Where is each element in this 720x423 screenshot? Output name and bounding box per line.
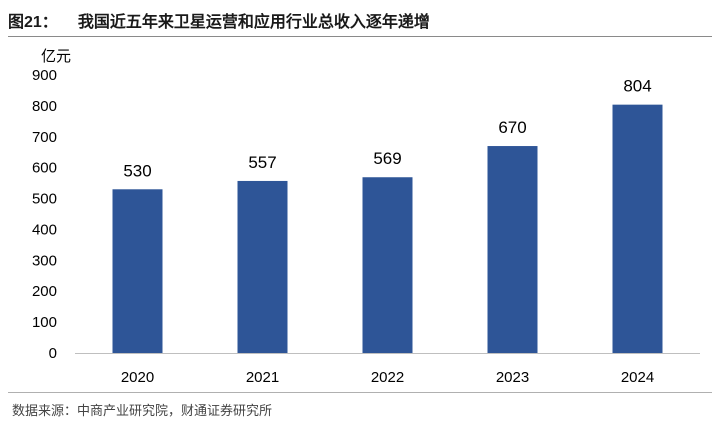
data-label: 569	[373, 149, 401, 168]
data-label: 530	[123, 161, 151, 180]
x-tick-label: 2021	[246, 369, 279, 386]
x-tick-label: 2023	[496, 369, 529, 386]
bar	[112, 189, 163, 353]
y-tick-label: 0	[49, 345, 57, 362]
x-tick-label: 2022	[371, 369, 404, 386]
y-axis-label: 亿元	[41, 48, 71, 65]
figure-label: 图21：	[8, 14, 58, 31]
bar	[612, 104, 663, 353]
y-tick-label: 600	[32, 160, 57, 177]
figure-title: 我国近五年来卫星运营和应用行业总收入逐年递增	[77, 14, 430, 31]
data-label: 804	[623, 77, 651, 96]
y-tick-label: 200	[32, 283, 57, 300]
y-tick-label: 500	[32, 191, 57, 208]
footer-divider	[8, 392, 712, 393]
y-tick-label: 700	[32, 129, 57, 146]
chart-title: 图21： 我国近五年来卫星运营和应用行业总收入逐年递增	[8, 8, 430, 32]
data-label: 670	[498, 118, 526, 137]
x-tick-label: 2024	[621, 369, 654, 386]
y-tick-label: 300	[32, 252, 57, 269]
title-divider	[8, 36, 712, 37]
data-label: 557	[248, 153, 276, 172]
y-tick-label: 800	[32, 98, 57, 115]
bar	[237, 180, 288, 353]
x-tick-label: 2020	[121, 369, 154, 386]
y-tick-label: 100	[32, 314, 57, 331]
y-tick-label: 400	[32, 221, 57, 238]
bar	[362, 177, 413, 353]
y-tick-label: 900	[32, 67, 57, 84]
bar	[487, 146, 538, 353]
source-note: 数据来源：中商产业研究院，财通证券研究所	[12, 403, 273, 418]
